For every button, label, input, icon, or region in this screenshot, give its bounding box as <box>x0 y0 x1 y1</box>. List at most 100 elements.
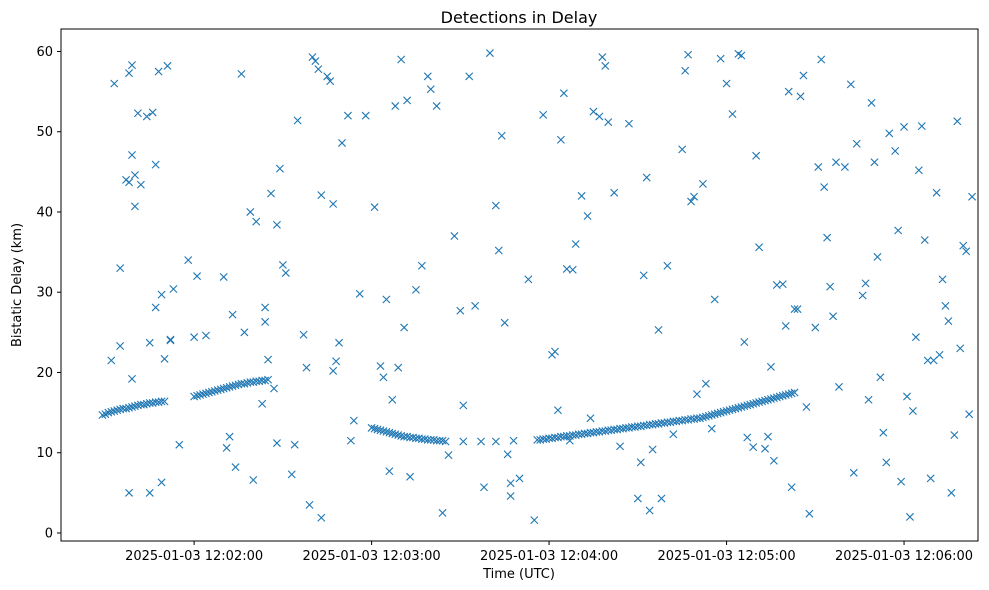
data-point <box>216 385 225 394</box>
data-point <box>438 508 447 517</box>
data-point <box>687 197 696 206</box>
data-point <box>695 414 704 423</box>
data-point <box>793 305 802 314</box>
data-point <box>642 173 651 182</box>
data-point <box>423 72 432 81</box>
data-point <box>758 397 767 406</box>
data-point <box>157 478 166 487</box>
data-point <box>515 474 524 483</box>
data-point <box>962 247 971 256</box>
data-point <box>459 401 468 410</box>
data-point <box>373 425 382 434</box>
data-point <box>752 151 761 160</box>
data-point <box>500 318 509 327</box>
data-point <box>385 467 394 476</box>
data-point <box>811 323 820 332</box>
data-point <box>769 456 778 465</box>
data-point <box>852 139 861 148</box>
data-point <box>766 394 775 403</box>
data-point <box>796 92 805 101</box>
data-point <box>734 403 743 412</box>
data-point <box>740 402 749 411</box>
data-point <box>361 111 370 120</box>
data-point <box>441 437 450 446</box>
data-point <box>577 191 586 200</box>
data-point <box>107 356 116 365</box>
data-point <box>834 382 843 391</box>
data-point <box>166 336 175 345</box>
data-point <box>252 217 261 226</box>
data-point <box>346 436 355 445</box>
data-point <box>355 289 364 298</box>
data-point <box>858 291 867 300</box>
data-point <box>610 188 619 197</box>
data-point <box>343 111 352 120</box>
data-point <box>882 458 891 467</box>
data-point <box>633 494 642 503</box>
data-point <box>787 389 796 398</box>
data-point <box>713 409 722 418</box>
data-point <box>272 439 281 448</box>
data-point <box>169 285 178 294</box>
data-point <box>382 295 391 304</box>
data-point <box>376 426 385 435</box>
data-point <box>225 382 234 391</box>
data-point <box>275 164 284 173</box>
data-point <box>772 393 781 402</box>
data-point <box>953 117 962 126</box>
x-tick-label: 2025-01-03 12:04:00 <box>480 549 618 564</box>
data-point <box>678 145 687 154</box>
data-point <box>829 312 838 321</box>
data-point <box>385 428 394 437</box>
data-point <box>530 516 539 525</box>
data-point <box>876 373 885 382</box>
data-point <box>136 180 145 189</box>
data-point <box>503 450 512 459</box>
data-point <box>657 494 666 503</box>
data-point <box>231 463 240 472</box>
data-point <box>225 432 234 441</box>
data-point <box>716 408 725 417</box>
data-point <box>222 383 231 392</box>
data-point <box>870 158 879 167</box>
data-point <box>568 265 577 274</box>
data-point <box>799 71 808 80</box>
data-point <box>130 202 139 211</box>
data-point <box>784 390 793 399</box>
data-point <box>293 116 302 125</box>
data-point <box>290 440 299 449</box>
data-point <box>201 331 210 340</box>
data-point <box>790 305 799 314</box>
data-point <box>116 264 125 273</box>
data-point <box>914 166 923 175</box>
data-point <box>128 151 136 159</box>
data-point <box>264 355 273 364</box>
data-point <box>761 444 770 453</box>
data-point <box>900 122 909 131</box>
y-tick-label: 0 <box>45 526 53 541</box>
data-point <box>193 391 202 400</box>
y-tick-label: 40 <box>36 205 53 220</box>
data-point <box>219 384 228 393</box>
data-point <box>450 232 459 241</box>
data-point <box>201 389 210 398</box>
data-point <box>784 87 793 96</box>
data-point <box>459 437 468 446</box>
x-tick-label: 2025-01-03 12:02:00 <box>125 549 263 564</box>
data-point <box>704 411 713 420</box>
data-point <box>737 51 746 60</box>
data-point <box>769 394 778 403</box>
data-point <box>269 384 278 393</box>
data-point <box>213 386 222 395</box>
data-point <box>426 85 435 94</box>
data-point <box>388 395 397 404</box>
data-point <box>539 110 548 119</box>
data-point <box>716 54 725 63</box>
data-point <box>240 328 249 337</box>
data-point <box>778 391 787 400</box>
data-point <box>376 362 385 371</box>
y-tick-label: 10 <box>36 446 53 461</box>
data-point <box>151 160 160 169</box>
data-point <box>228 382 237 391</box>
data-point <box>565 436 574 445</box>
